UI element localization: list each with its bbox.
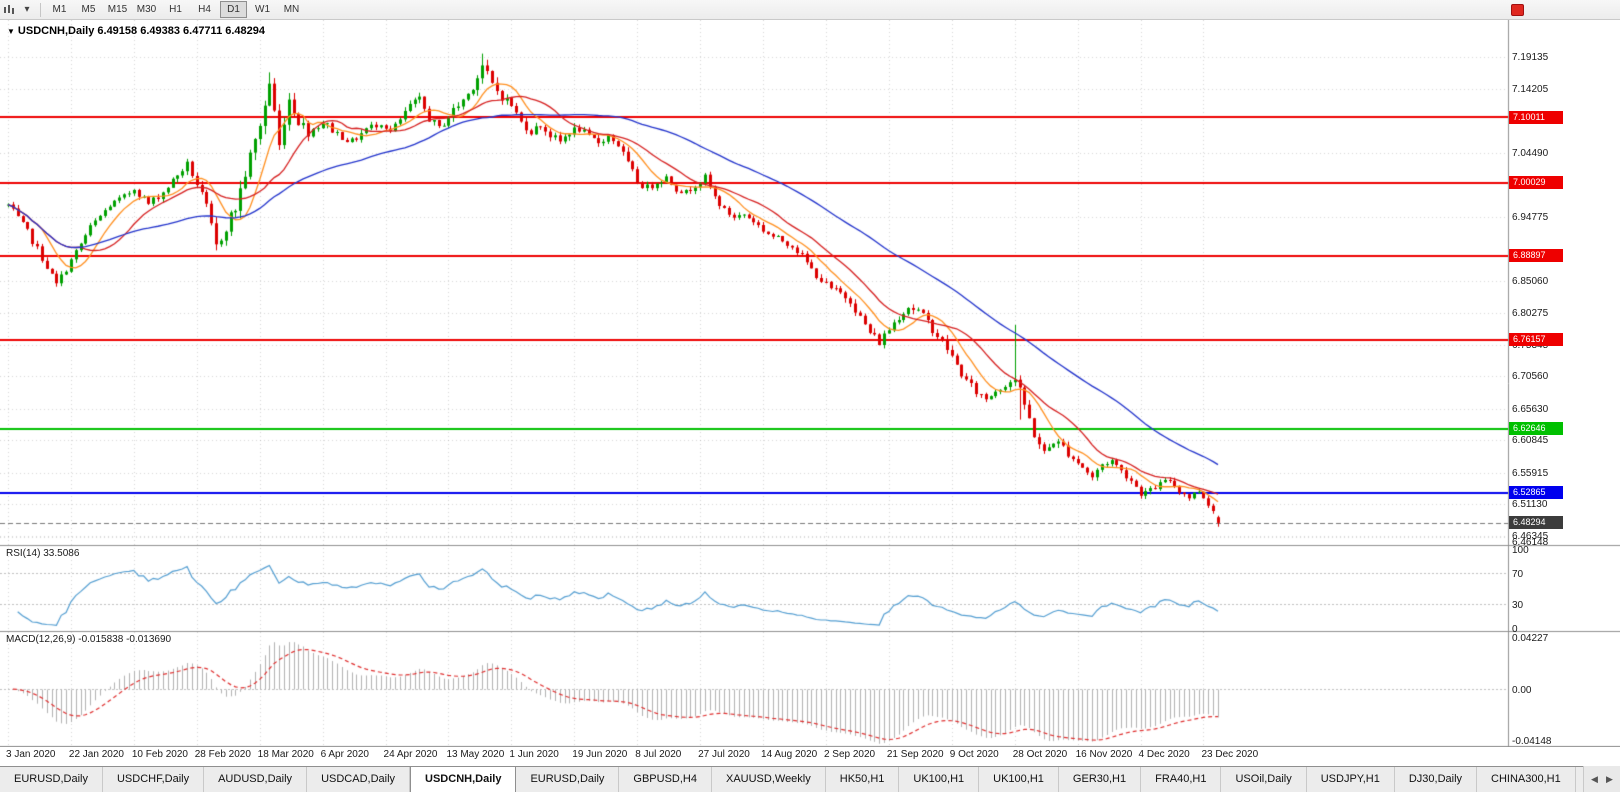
rsi-axis-label: 30 [1512,600,1524,612]
chart-tab-xauusd-weekly[interactable]: XAUUSD,Weekly [711,767,826,792]
price-axis-label: 6.70560 [1512,371,1549,383]
price-axis-label: 6.46345 [1512,530,1549,542]
date-label: 10 Feb 2020 [131,749,188,760]
macd-axis-label: 0.00 [1512,685,1532,696]
timeframe-button-m15[interactable]: M15 [107,4,128,15]
price-level-tag: 6.62646 [1509,422,1563,435]
chart-tab-usoil-daily[interactable]: USOil,Daily [1221,767,1307,792]
date-label: 13 May 2020 [446,749,505,760]
price-axis-label: 6.65630 [1512,403,1549,415]
price-axis-label: 6.46148 [1512,537,1549,548]
chart-tab-eurusd-daily[interactable]: EURUSD,Daily [516,767,620,792]
chart-tab-uk100-h1[interactable]: UK100,H1 [979,767,1059,792]
chart-tab-dj30-daily[interactable]: DJ30,Daily [1394,767,1478,792]
date-label: 4 Dec 2020 [1138,749,1190,760]
timeframe-button-h1[interactable]: H1 [169,4,182,15]
timeframe-button-d1[interactable]: D1 [220,1,247,18]
price-level-tag: 6.76157 [1509,333,1563,347]
chart-tab-uk100-h1[interactable]: UK100,H1 [899,767,980,792]
price-axis-label: 7.14205 [1512,84,1549,96]
date-label: 9 Oct 2020 [949,749,999,760]
price-chart-canvas[interactable] [0,20,1620,747]
chart-tab-fra40-h1[interactable]: FRA40,H1 [1141,767,1222,792]
rsi-axis-label: 100 [1512,545,1529,556]
date-label: 6 Apr 2020 [320,749,369,760]
chart-type-icon[interactable] [0,1,18,19]
price-level-tag: 6.88897 [1509,249,1563,263]
chart-header: ▼ USDCNH,Daily 6.49158 6.49383 6.47711 6.… [7,25,265,37]
price-axis-label: 7.04490 [1512,148,1549,160]
price-axis-label: 6.60845 [1512,435,1549,447]
price-level-tag: 7.10011 [1509,110,1563,124]
date-label: 24 Apr 2020 [383,749,438,760]
date-label: 1 Jun 2020 [509,749,559,760]
tab-scroll-right-button[interactable]: ▶ [1606,774,1613,784]
macd-indicator-label: MACD(12,26,9) -0.015838 -0.013690 [6,634,172,645]
date-label: 16 Nov 2020 [1075,749,1133,760]
chart-tab-china300-h1[interactable]: CHINA300,H1 [1477,767,1576,792]
timeframe-toolbar: ▾ M1 M5 M15 M30 H1 H4 D1 W1 MN [0,0,1620,20]
chart-tab-usdchf-daily[interactable]: USDCHF,Daily [102,767,205,792]
chart-tab-eurusd-daily[interactable]: EURUSD,Daily [0,767,103,792]
timeframe-button-w1[interactable]: W1 [255,4,270,15]
price-axis-label: 6.94775 [1512,212,1549,224]
toolbar-separator [40,2,41,17]
price-axis-label: 6.85060 [1512,276,1549,288]
price-level-tag: 7.00029 [1509,176,1563,190]
chart-tab-gbpusd-h4[interactable]: GBPUSD,H4 [619,767,712,792]
macd-axis-label: -0.04148 [1512,736,1552,748]
timeframe-button-m1[interactable]: M1 [52,4,67,15]
timeframe-button-m30[interactable]: M30 [136,4,157,15]
date-label: 21 Sep 2020 [886,749,944,760]
chart-tab-usdcad-daily[interactable]: USDCAD,Daily [307,767,411,792]
chart-tab-bar: EURUSD,Daily USDCHF,Daily AUDUSD,Daily USDC… [0,766,1620,792]
price-axis-label: 7.19135 [1512,51,1549,63]
timeframe-buttons-group: M1 M5 M15 M30 H1 H4 D1 W1 MN [45,1,306,18]
price-axis-label: 6.80275 [1512,307,1549,319]
rsi-axis-label: 70 [1512,568,1524,580]
date-label: 3 Jan 2020 [6,749,56,760]
chart-symbol-label: USDCNH,Daily [17,25,95,37]
chart-tab-usdjpy-h1[interactable]: USDJPY,H1 [1306,767,1395,792]
current-price-tag: 6.48294 [1509,516,1563,530]
date-label: 23 Dec 2020 [1201,749,1259,760]
macd-axis-label: 0.04227 [1512,633,1549,644]
tab-scroll-left-button[interactable]: ◀ [1591,774,1598,784]
date-label: 27 Jul 2020 [698,749,750,760]
date-label: 22 Jan 2020 [68,749,124,760]
price-axis-label: 6.55915 [1512,467,1549,479]
chart-type-dropdown-icon[interactable]: ▾ [24,4,30,15]
date-label: 14 Aug 2020 [761,749,818,760]
date-label: 2 Sep 2020 [823,749,876,760]
tab-scroll-arrows: ◀ ▶ [1583,766,1620,792]
date-label: 28 Feb 2020 [194,749,251,760]
timeframe-button-h4[interactable]: H4 [198,4,211,15]
red-marker-icon [1511,4,1524,16]
chart-tab-hk50-h1[interactable]: HK50,H1 [825,767,900,792]
date-label: 19 Jun 2020 [572,749,628,760]
timeframe-button-mn[interactable]: MN [283,4,300,15]
price-axis-label: 6.51130 [1512,499,1548,511]
rsi-indicator-label: RSI(14) 33.5086 [6,548,80,559]
collapse-icon[interactable]: ▼ [7,27,15,36]
price-level-tag: 6.52865 [1509,486,1563,500]
date-label: 8 Jul 2020 [635,749,682,760]
timeframe-button-m5[interactable]: M5 [81,4,96,15]
date-label: 18 Mar 2020 [257,749,314,760]
chart-tab-usdcnh-daily[interactable]: USDCNH,Daily [410,767,517,792]
chart-ohlc-values: 6.49158 6.49383 6.47711 6.48294 [97,25,266,37]
chart-tab-audusd-daily[interactable]: AUDUSD,Daily [204,767,308,792]
rsi-axis-label: 0 [1512,624,1518,635]
date-label: 28 Oct 2020 [1012,749,1068,760]
chart-tab-ger30-h1[interactable]: GER30,H1 [1058,767,1142,792]
